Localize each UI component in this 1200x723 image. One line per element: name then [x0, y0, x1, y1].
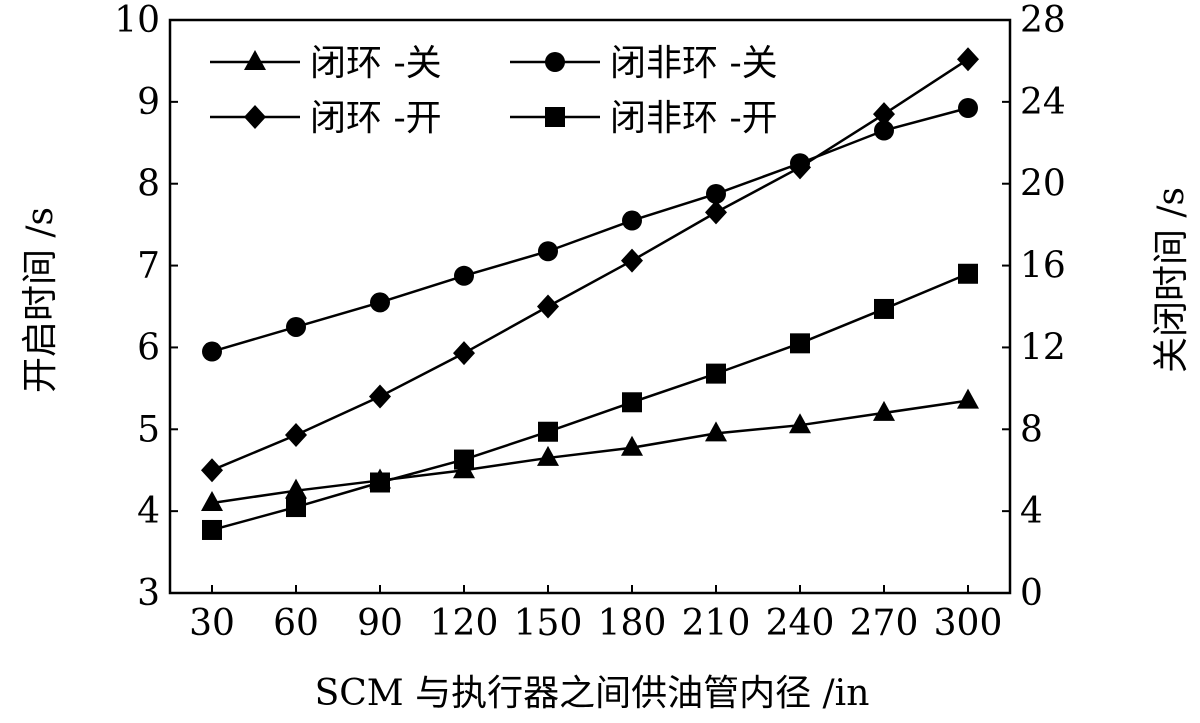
right-y-tick-label: 8 — [1020, 409, 1043, 450]
legend-label: 闭非环 -开 — [610, 98, 778, 139]
x-tick-label: 30 — [189, 603, 235, 644]
data-point — [369, 384, 391, 409]
legend-label: 闭环 -关 — [310, 43, 442, 84]
data-point — [537, 294, 559, 319]
left-y-axis-title: 开启时间 /s — [20, 207, 61, 393]
right-y-tick-label: 24 — [1020, 82, 1066, 123]
x-tick-label: 210 — [682, 603, 751, 644]
data-point — [789, 413, 811, 434]
left-y-tick-label: 6 — [137, 327, 160, 368]
legend-marker — [244, 105, 266, 129]
data-point — [621, 435, 643, 456]
legend-label: 闭环 -开 — [310, 98, 442, 139]
data-point — [706, 363, 726, 384]
data-point — [621, 248, 643, 273]
series-line — [211, 106, 969, 353]
series-line — [211, 399, 969, 505]
data-point — [789, 155, 811, 180]
data-point — [202, 519, 222, 540]
data-point — [790, 333, 810, 354]
right-y-tick-label: 16 — [1020, 246, 1066, 287]
left-y-tick-label: 7 — [137, 246, 160, 287]
data-point — [705, 200, 727, 225]
data-point — [454, 265, 474, 286]
data-point — [874, 298, 894, 319]
right-y-tick-label: 20 — [1020, 164, 1066, 205]
legend-label: 闭非环 -关 — [610, 43, 778, 84]
data-point — [370, 292, 390, 313]
left-y-tick-label: 9 — [137, 82, 160, 123]
right-y-tick-label: 0 — [1020, 573, 1043, 614]
data-point — [622, 392, 642, 413]
data-point — [705, 421, 727, 442]
left-y-tick-label: 3 — [137, 573, 160, 614]
data-point — [706, 183, 726, 204]
legend-marker — [244, 50, 266, 70]
x-tick-label: 90 — [357, 603, 403, 644]
data-point — [285, 423, 307, 448]
data-point — [370, 472, 390, 493]
data-point — [957, 47, 979, 72]
data-point — [538, 421, 558, 442]
data-point — [454, 449, 474, 470]
series-line — [211, 272, 969, 532]
data-point — [957, 388, 979, 409]
data-point — [958, 263, 978, 284]
x-tick-label: 150 — [514, 603, 583, 644]
data-point — [537, 445, 559, 466]
left-y-tick-label: 10 — [114, 0, 160, 41]
x-tick-label: 120 — [430, 603, 499, 644]
data-point — [874, 120, 894, 141]
legend-marker — [545, 107, 565, 127]
data-point — [285, 478, 307, 499]
legend-marker — [545, 52, 565, 72]
x-tick-label: 270 — [850, 603, 919, 644]
data-point — [873, 102, 895, 127]
data-point — [622, 210, 642, 231]
left-y-tick-label: 4 — [137, 491, 160, 532]
x-tick-label: 300 — [934, 603, 1003, 644]
data-point — [201, 490, 223, 511]
series-line — [211, 58, 969, 472]
right-y-tick-label: 12 — [1020, 327, 1066, 368]
left-y-tick-label: 8 — [137, 164, 160, 205]
data-point — [202, 341, 222, 362]
data-point — [286, 316, 306, 337]
right-y-axis-title: 关闭时间 /s — [1151, 187, 1192, 373]
x-axis-title: SCM 与执行器之间供油管内径 /in — [315, 673, 870, 714]
plot-frame — [168, 18, 1012, 595]
x-tick-label: 60 — [273, 603, 319, 644]
data-point — [538, 241, 558, 262]
data-point — [453, 341, 475, 366]
left-y-tick-label: 5 — [137, 409, 160, 450]
data-point — [286, 497, 306, 518]
x-tick-label: 180 — [598, 603, 667, 644]
data-point — [958, 97, 978, 118]
data-point — [873, 400, 895, 421]
x-tick-label: 240 — [766, 603, 835, 644]
right-y-tick-label: 4 — [1020, 491, 1043, 532]
right-y-tick-label: 28 — [1020, 0, 1066, 41]
data-point — [201, 458, 223, 483]
